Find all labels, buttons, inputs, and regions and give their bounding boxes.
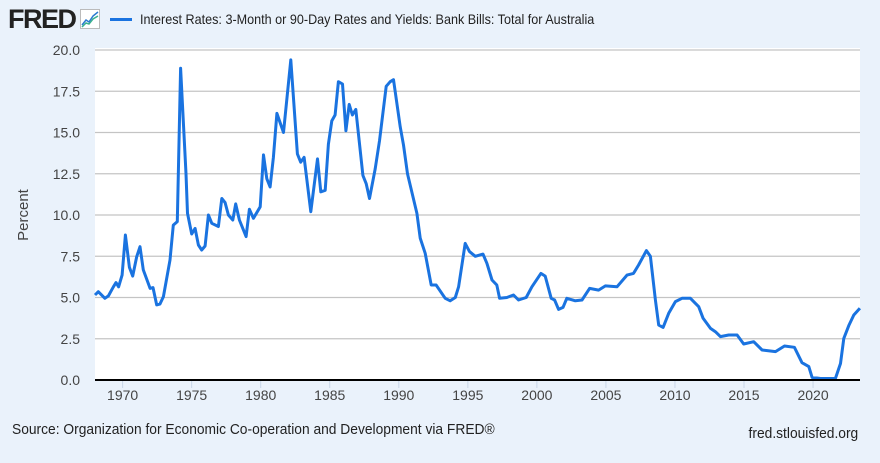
fred-logo[interactable]: FRED [8,4,77,34]
site-link[interactable]: fred.stlouisfed.org [748,425,858,442]
line-chart-icon [79,9,100,29]
series-line [93,58,862,380]
legend-swatch [109,17,132,21]
plot-area [95,48,860,380]
x-tick-label: 2000 [521,387,552,403]
x-tick-label: 1970 [107,387,138,403]
y-tick-label: 17.5 [53,83,80,99]
y-tick-label: 2.5 [61,331,81,347]
chart-title: Interest Rates: 3-Month or 90-Day Rates … [139,11,594,27]
y-tick-label: 5.0 [61,290,81,306]
x-tick-label: 1980 [245,387,276,403]
y-tick-label: 0.0 [61,372,81,388]
x-tick-label: 2020 [797,387,828,403]
x-tick-label: 2005 [590,387,621,403]
y-tick-label: 20.0 [53,42,80,58]
chart-header: FRED Interest Rates: 3-Month or 90-Day R… [8,4,644,34]
y-tick-label: 15.0 [53,125,80,141]
y-axis-label: Percent [15,188,32,241]
x-tick-label: 1975 [176,387,207,403]
y-tick-label: 10.0 [53,207,80,223]
y-tick-label: 12.5 [53,166,80,182]
x-tick-label: 1995 [452,387,483,403]
x-tick-label: 1985 [314,387,345,403]
x-tick-label: 2015 [728,387,759,403]
source-note: Source: Organization for Economic Co-ope… [12,421,495,438]
y-tick-label: 7.5 [61,248,81,264]
x-tick-label: 1990 [383,387,414,403]
x-tick-label: 2010 [659,387,690,403]
